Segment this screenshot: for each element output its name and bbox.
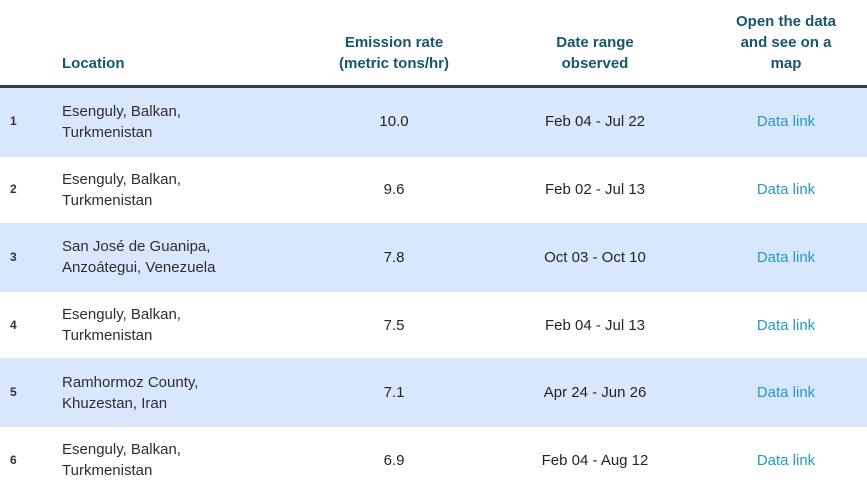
column-header-location: Location [30,0,322,85]
header-rank-spacer [0,0,30,85]
row-location: San José de Guanipa, Anzoátegui, Venezue… [62,238,216,277]
row-emission-rate: 10.0 [379,113,409,131]
table-row: 6 Esenguly, Balkan, Turkmenistan 6.9 Feb… [0,425,867,494]
row-rank: 6 [10,452,17,467]
data-link[interactable]: Data link [756,451,816,469]
row-rank: 2 [10,182,17,197]
row-emission-rate: 7.5 [383,316,405,334]
row-date-range: Feb 04 - Jul 13 [544,316,646,334]
row-emission-rate: 7.1 [383,384,405,402]
data-link[interactable]: Data link [756,181,816,199]
row-rank: 1 [10,114,17,129]
row-emission-rate: 9.6 [383,181,405,199]
table-body: 1 Esenguly, Balkan, Turkmenistan 10.0 Fe… [0,88,867,494]
row-date-range: Feb 04 - Jul 22 [544,113,646,131]
row-rank: 5 [10,385,17,400]
column-header-map-link: Open the data and see on a map [724,0,848,85]
row-location: Esenguly, Balkan, Turkmenistan [62,306,181,345]
row-emission-rate: 6.9 [383,451,405,469]
row-location: Esenguly, Balkan, Turkmenistan [62,170,181,209]
column-header-location-label: Location [62,55,125,72]
row-location: Esenguly, Balkan, Turkmenistan [62,441,181,480]
table-row: 2 Esenguly, Balkan, Turkmenistan 9.6 Feb… [0,155,867,224]
row-rank: 4 [10,317,17,332]
header-right-spacer [848,0,867,85]
data-link[interactable]: Data link [756,248,816,266]
column-header-emission-rate-label: Emission rate (metric tons/hr) [338,34,449,72]
table-row: 5 Ramhormoz County, Khuzestan, Iran 7.1 … [0,358,867,426]
row-date-range: Feb 04 - Aug 12 [541,451,649,469]
table-row: 3 San José de Guanipa, Anzoátegui, Venez… [0,223,867,291]
row-location: Ramhormoz County, Khuzestan, Iran [62,373,199,412]
data-link[interactable]: Data link [756,113,816,131]
column-header-date-range-label: Date range observed [556,34,634,72]
column-header-emission-rate: Emission rate (metric tons/hr) [322,0,466,85]
row-location: Esenguly, Balkan, Turkmenistan [62,102,181,141]
data-link[interactable]: Data link [756,384,816,402]
table-header-row: Location Emission rate (metric tons/hr) … [0,0,867,88]
table-row: 4 Esenguly, Balkan, Turkmenistan 7.5 Feb… [0,290,867,359]
column-header-map-link-label: Open the data and see on a map [735,13,836,72]
column-header-date-range: Date range observed [466,0,724,85]
row-rank: 3 [10,249,17,264]
row-date-range: Apr 24 - Jun 26 [543,384,647,402]
row-emission-rate: 7.8 [383,248,405,266]
row-date-range: Feb 02 - Jul 13 [544,181,646,199]
row-date-range: Oct 03 - Oct 10 [544,248,646,266]
table-row: 1 Esenguly, Balkan, Turkmenistan 10.0 Fe… [0,88,867,156]
data-link[interactable]: Data link [756,316,816,334]
